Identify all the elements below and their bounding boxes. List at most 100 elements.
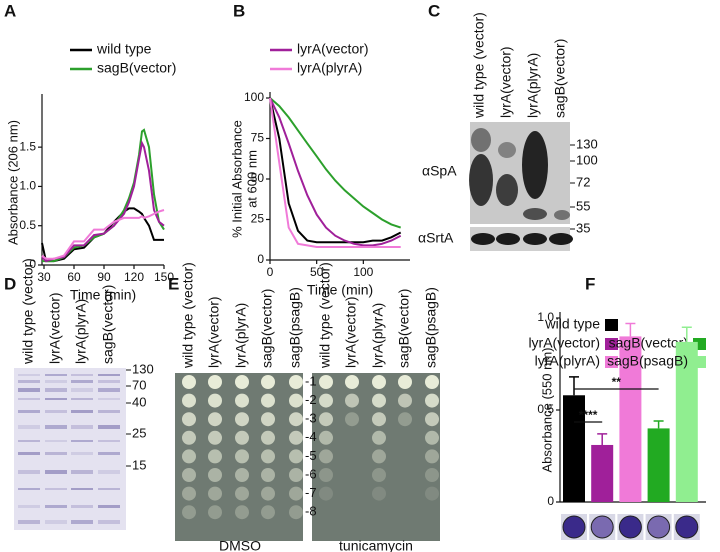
colony-spot: [261, 468, 275, 482]
dilution-label: -2: [305, 392, 317, 407]
lane-label: wild type (vector): [317, 262, 333, 369]
y-tick-label: 1.0: [19, 179, 36, 193]
colony-spot: [372, 468, 386, 482]
colony-spot: [182, 468, 196, 482]
gel-band: [18, 470, 40, 474]
antibody-label: αSpA: [422, 163, 457, 179]
mw-marker: 55: [576, 198, 590, 213]
gel: [14, 368, 126, 530]
gel-band: [18, 440, 40, 442]
gel-band: [71, 380, 93, 383]
colony-spot: [425, 375, 439, 389]
legend-label: lyrA(vector): [297, 41, 369, 57]
colony-spot: [289, 412, 303, 427]
series-line: [269, 97, 402, 247]
series-line: [269, 97, 402, 229]
legend-label: wild type: [545, 316, 601, 332]
dilution-label: -4: [305, 429, 317, 444]
series-line: [41, 209, 165, 260]
gel-band: [18, 388, 40, 392]
panel-label: E: [168, 274, 179, 293]
gel-band: [98, 505, 120, 508]
mw-marker: 72: [576, 174, 590, 189]
gel-band: [18, 380, 40, 383]
antibody-label: αSrtA: [418, 230, 454, 246]
colony-spot: [261, 486, 275, 501]
colony-spot: [289, 430, 303, 445]
gel-band: [98, 425, 120, 429]
colony-spot: [182, 393, 196, 408]
colony-spot: [289, 449, 303, 464]
colony-spot: [261, 430, 275, 445]
colony-spot: [182, 375, 196, 389]
gel-band: [45, 374, 67, 376]
legend-label: sagB(psagB): [607, 353, 688, 369]
gel-band: [98, 440, 120, 442]
dilution-label: -6: [305, 466, 317, 481]
colony-spot: [289, 468, 303, 482]
y-tick-label: 0.5: [19, 218, 36, 232]
colony-spot: [235, 505, 249, 520]
y-tick-label: 50: [251, 171, 265, 185]
colony-spot: [425, 430, 439, 445]
colony-spot: [372, 486, 386, 501]
colony-spot: [398, 412, 412, 427]
gel-band: [45, 505, 67, 508]
dilution-label: -8: [305, 504, 317, 519]
error-bar: [681, 326, 692, 342]
colony-spot: [261, 412, 275, 427]
colony-spot: [182, 486, 196, 501]
legend-swatch: [605, 338, 618, 350]
dilution-label: -1: [305, 373, 317, 388]
x-tick-label: 30: [37, 270, 51, 284]
lane-label: sagB(vector): [552, 39, 568, 118]
mw-marker: 25: [132, 425, 146, 440]
x-axis-label: Time (min): [307, 282, 373, 298]
error-bar: [597, 433, 608, 445]
legend-label: sagB(vector): [609, 335, 688, 351]
colony-spot: [398, 393, 412, 408]
y-tick-label: 100: [244, 90, 264, 104]
colony-spot: [261, 393, 275, 408]
lane-label: sagB(vector): [100, 285, 116, 364]
lane-label: lyrA(vector): [47, 292, 63, 364]
x-tick-label: 120: [124, 270, 144, 284]
gel-band: [71, 425, 93, 429]
colony-spot: [208, 412, 222, 427]
dilution-label: -5: [305, 448, 317, 463]
x-tick-label: 60: [67, 270, 81, 284]
panel-label: A: [4, 1, 16, 20]
mw-marker: 130: [576, 136, 598, 151]
colony-spot: [235, 468, 249, 482]
colony-spot: [208, 375, 222, 389]
lane-label: lyrA(plyrA): [370, 303, 386, 368]
gel-band: [71, 488, 93, 490]
lane-label: sagB(psagB): [423, 287, 439, 368]
legend-label: lyrA(plyrA): [535, 353, 600, 369]
colony-spot: [425, 486, 439, 501]
colony-spot: [425, 468, 439, 482]
gel-band: [45, 488, 67, 490]
well: [647, 515, 671, 539]
gel-band: [71, 440, 93, 442]
colony-spot: [345, 393, 359, 408]
condition-label: DMSO: [219, 538, 261, 552]
colony-spot: [425, 393, 439, 408]
gel-band: [98, 380, 120, 383]
series-line: [41, 140, 165, 263]
bar: [591, 444, 614, 502]
y-axis-label: Absorbance (550 nm): [539, 347, 554, 472]
lane-label: sagB(vector): [396, 289, 412, 368]
well: [675, 515, 699, 539]
lane-label: lyrA(plyrA): [525, 53, 541, 118]
well: [562, 515, 586, 539]
x-tick-label: 90: [97, 270, 111, 284]
x-tick-label: 0: [267, 265, 274, 279]
gel-band: [71, 520, 93, 524]
series-line: [269, 97, 402, 244]
dilution-label: -7: [305, 485, 317, 500]
gel-bands: [18, 374, 120, 524]
x-tick-label: 50: [310, 265, 324, 279]
y-axis-label: at 600 nm: [244, 150, 259, 208]
mw-marker: 100: [576, 152, 598, 167]
